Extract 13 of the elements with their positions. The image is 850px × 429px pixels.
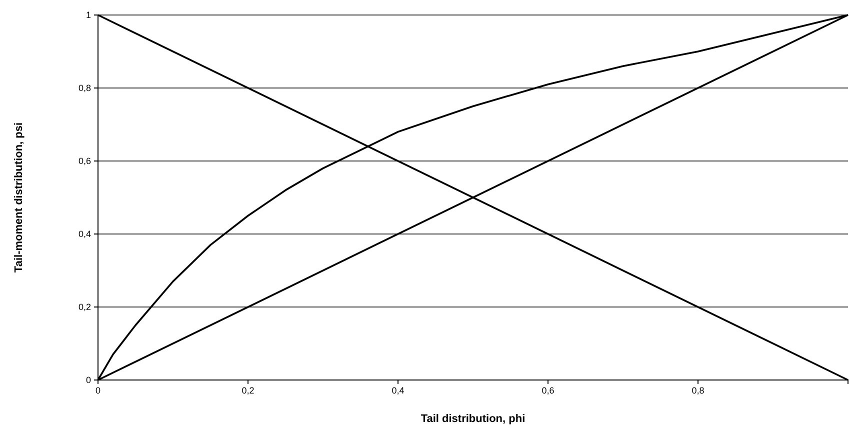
x-axis-title: Tail distribution, phi (420, 413, 526, 425)
y-tick-label: 0,8 (78, 82, 91, 93)
y-axis-title: Tail-moment distribution, psi (13, 122, 25, 273)
x-tick-label: 0 (95, 385, 101, 396)
y-tick-label: 1 (86, 10, 91, 20)
y-tick-label: 0,4 (78, 228, 91, 239)
x-tick-label: 0,2 (242, 385, 254, 396)
y-tick-label: 0,6 (78, 156, 91, 166)
y-tick-label: 0,2 (78, 302, 91, 312)
y-tick-label: 0 (86, 374, 91, 385)
x-tick-label: 0,4 (392, 385, 404, 396)
x-tick-label: 0,8 (692, 385, 704, 396)
x-tick-label: 0,6 (542, 385, 554, 396)
